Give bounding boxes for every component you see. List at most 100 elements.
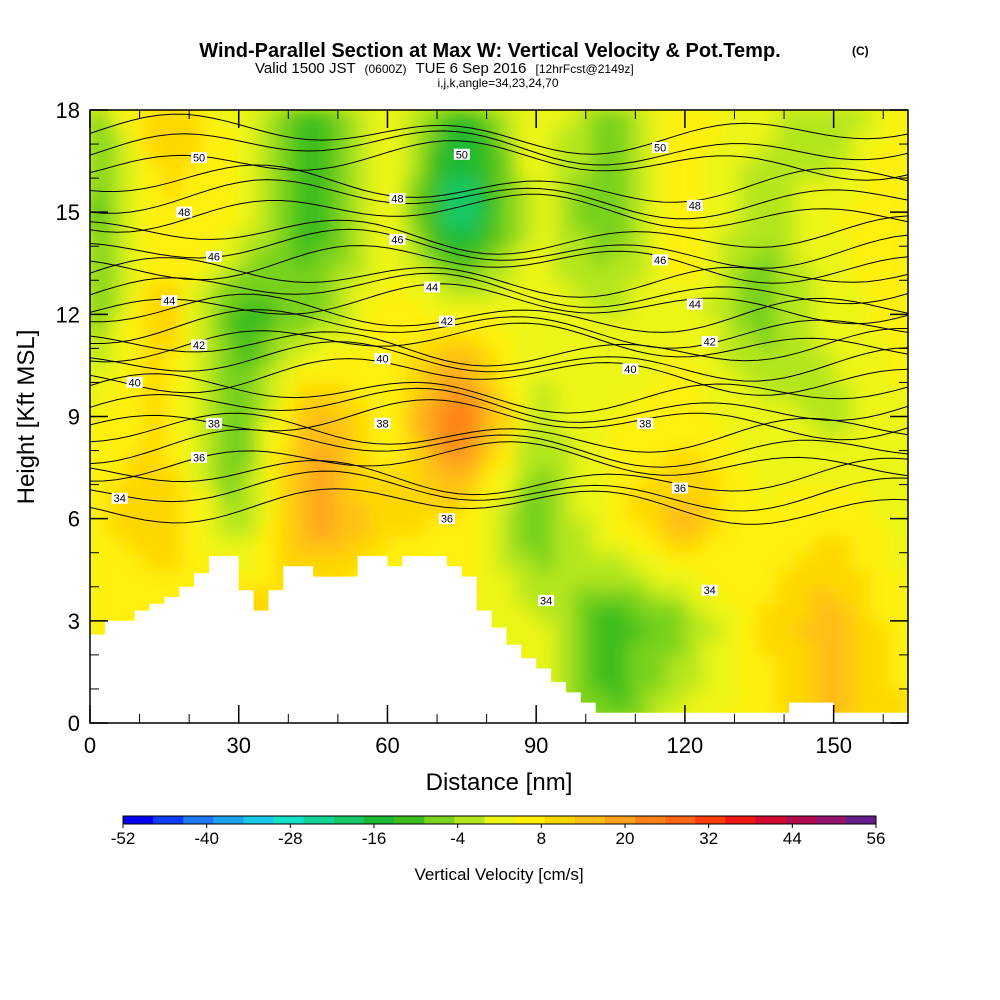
x-tick-label: 60 — [375, 733, 399, 758]
velocity-cell — [553, 585, 575, 605]
velocity-cell — [479, 245, 500, 265]
velocity-cell — [181, 262, 203, 282]
velocity-cell — [851, 636, 872, 656]
velocity-cell — [572, 398, 593, 418]
velocity-cell — [665, 551, 686, 571]
velocity-cell — [256, 126, 277, 146]
velocity-cell — [832, 126, 854, 146]
velocity-cell — [256, 245, 277, 265]
velocity-cell — [851, 160, 872, 180]
isentrope-40 — [90, 328, 908, 367]
velocity-cell — [219, 177, 240, 197]
x-tick-labels: 0 30 60 90 120 150 — [84, 733, 852, 758]
velocity-cell — [479, 364, 500, 384]
velocity-cell — [367, 245, 389, 265]
velocity-cell — [312, 398, 333, 418]
isentrope-48 — [90, 164, 908, 203]
velocity-cell — [832, 347, 854, 367]
velocity-cell — [739, 466, 761, 486]
velocity-cell — [609, 262, 631, 282]
velocity-cell — [163, 466, 184, 486]
velocity-cell — [144, 160, 166, 180]
velocity-cell — [274, 449, 296, 469]
colorbar-tick-label: -4 — [450, 829, 465, 848]
velocity-cell — [144, 211, 166, 231]
isentrope-36 — [90, 428, 908, 468]
velocity-cell — [572, 602, 593, 622]
velocity-cell — [739, 126, 761, 146]
velocity-cell — [721, 619, 742, 639]
velocity-cell — [646, 466, 668, 486]
velocity-cell — [869, 568, 891, 588]
velocity-cell — [237, 500, 259, 520]
velocity-cell — [256, 534, 277, 554]
colorbar-swatch — [484, 816, 516, 824]
velocity-cell — [721, 653, 742, 673]
colorbar-swatch — [574, 816, 606, 824]
velocity-cell — [683, 415, 705, 435]
velocity-cell — [312, 177, 333, 197]
velocity-cell — [851, 194, 872, 214]
velocity-cell — [683, 313, 705, 333]
velocity-cell — [758, 245, 779, 265]
velocity-cell — [460, 177, 482, 197]
contour-label-box — [191, 152, 208, 164]
velocity-cell — [609, 517, 631, 537]
velocity-cell — [665, 110, 686, 129]
velocity-cell — [423, 160, 445, 180]
velocity-cell — [274, 296, 296, 316]
velocity-cell — [721, 500, 742, 520]
velocity-cell — [590, 687, 612, 707]
velocity-cell — [702, 279, 724, 299]
velocity-cell — [553, 449, 575, 469]
velocity-cell — [405, 126, 426, 146]
velocity-cell — [535, 551, 556, 571]
velocity-cell — [442, 194, 463, 214]
velocity-cell — [590, 602, 612, 622]
velocity-cell — [832, 585, 854, 605]
velocity-cell — [256, 313, 277, 333]
velocity-cell — [739, 143, 761, 163]
colorbar-tick-label: 32 — [699, 829, 718, 848]
velocity-cell — [479, 466, 500, 486]
velocity-cell — [90, 143, 110, 163]
velocity-cell — [758, 228, 779, 248]
velocity-cell — [739, 687, 761, 707]
velocity-cell — [535, 110, 556, 129]
velocity-cell — [869, 449, 891, 469]
colorbar-swatch — [514, 816, 546, 824]
velocity-cell — [721, 245, 742, 265]
velocity-cell — [349, 228, 370, 248]
velocity-cell — [628, 568, 649, 588]
velocity-cell — [814, 364, 835, 384]
contour-label-box — [701, 584, 718, 596]
velocity-cell — [200, 194, 222, 214]
velocity-cell — [888, 177, 908, 197]
isentrope-42 — [90, 293, 908, 333]
velocity-cell — [219, 143, 240, 163]
velocity-cell — [274, 330, 296, 350]
velocity-cell — [107, 585, 129, 605]
velocity-cell — [349, 143, 370, 163]
velocity-cell — [832, 160, 854, 180]
velocity-cell — [646, 551, 668, 571]
velocity-cell — [442, 177, 463, 197]
velocity-cell — [572, 585, 593, 605]
velocity-cell — [628, 483, 649, 503]
velocity-cell — [90, 313, 110, 333]
velocity-cell — [665, 381, 686, 401]
velocity-cell — [330, 160, 352, 180]
velocity-cell — [609, 313, 631, 333]
velocity-cell — [367, 364, 389, 384]
velocity-cell — [516, 194, 538, 214]
velocity-cell — [832, 653, 854, 673]
velocity-cell — [609, 381, 631, 401]
velocity-cell — [90, 432, 110, 452]
velocity-cell — [665, 500, 686, 520]
velocity-cell — [479, 296, 500, 316]
velocity-cell — [665, 194, 686, 214]
velocity-cell — [144, 110, 166, 129]
velocity-cell — [181, 517, 203, 537]
velocity-cell — [702, 143, 724, 163]
velocity-cell — [628, 585, 649, 605]
